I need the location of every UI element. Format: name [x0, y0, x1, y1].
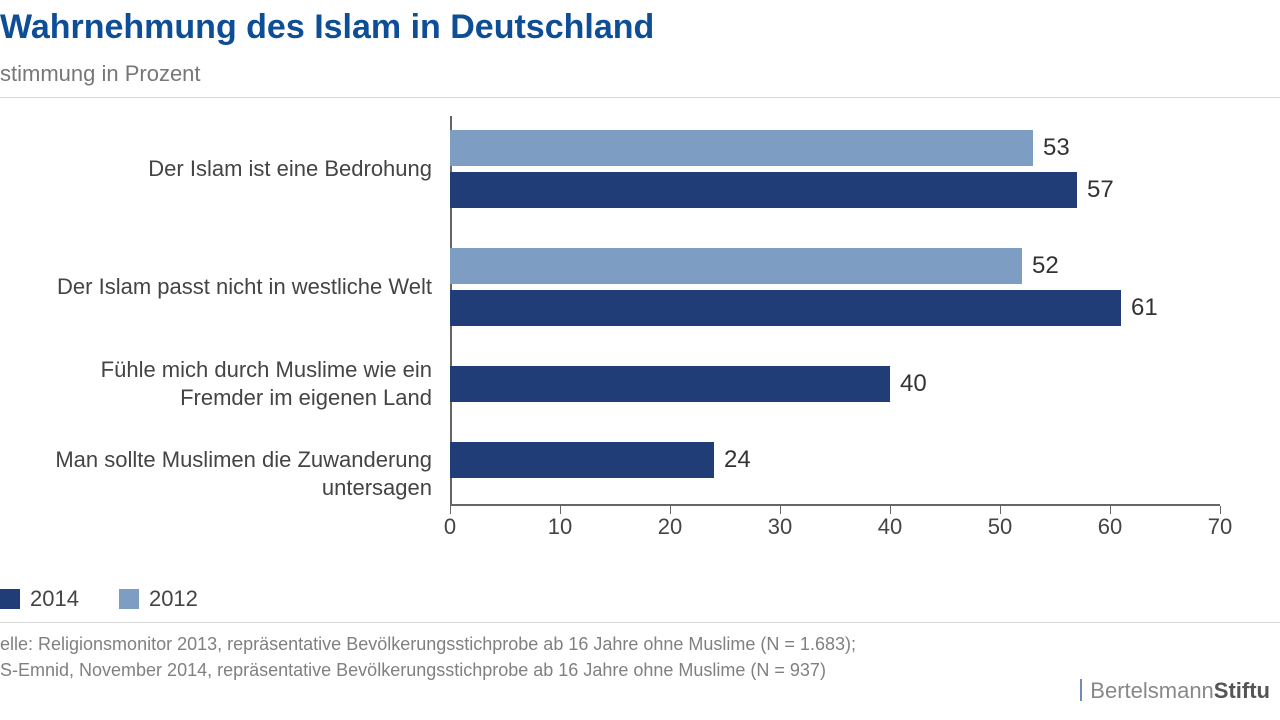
legend-swatch — [119, 589, 139, 609]
bar-value-label: 57 — [1087, 176, 1114, 204]
bar-row: 57 — [450, 172, 1220, 208]
bar-value-label: 52 — [1032, 252, 1059, 280]
bar — [450, 130, 1033, 166]
plot-area: 010203040506070Der Islam ist eine Bedroh… — [450, 116, 1220, 506]
chart-title: Wahrnehmung des Islam in Deutschland — [0, 0, 1280, 61]
bar — [450, 172, 1077, 208]
legend-label: 2014 — [30, 586, 79, 612]
bar — [450, 290, 1121, 326]
x-tick-mark — [560, 506, 561, 514]
bar-chart: 0 10 20 30 40 50 60 70 Der Islam ist eine Bedroh… — [0, 116, 1240, 556]
bar-row: 53 — [450, 130, 1220, 166]
category-label: Man sollte Muslimen die Zuwanderung unte… — [0, 446, 432, 501]
bar-value-label: 53 — [1043, 134, 1070, 162]
x-tick-label: 50 — [988, 514, 1012, 540]
bar — [450, 248, 1022, 284]
x-tick-label: 20 — [658, 514, 682, 540]
bar-row: 52 — [450, 248, 1220, 284]
x-tick-label: 30 — [768, 514, 792, 540]
brand-attribution: BertelsmannStiftu — [1080, 678, 1270, 704]
bar-row: 40 — [450, 366, 1220, 402]
source-footer: elle: Religionsmonitor 2013, repräsentat… — [0, 623, 1280, 683]
bar-row: 61 — [450, 290, 1220, 326]
x-axis — [450, 504, 1220, 506]
x-tick-mark — [1110, 506, 1111, 514]
bar-value-label: 40 — [900, 370, 927, 398]
x-tick-label: 60 — [1098, 514, 1122, 540]
legend-swatch — [0, 589, 20, 609]
x-tick-mark — [670, 506, 671, 514]
x-tick-mark — [1220, 506, 1221, 514]
bar-value-label: 61 — [1131, 294, 1158, 322]
x-tick-mark — [780, 506, 781, 514]
x-tick-label: 0 — [444, 514, 456, 540]
category-label: Der Islam ist eine Bedrohung — [0, 155, 432, 183]
x-tick-mark — [890, 506, 891, 514]
x-tick-mark — [450, 506, 451, 514]
x-tick-mark — [1000, 506, 1001, 514]
chart-subtitle: stimmung in Prozent — [0, 61, 1280, 97]
source-line-1: elle: Religionsmonitor 2013, repräsentat… — [0, 631, 1280, 657]
legend-item: 2014 — [0, 586, 79, 612]
x-tick-label: 40 — [878, 514, 902, 540]
bar — [450, 366, 890, 402]
category-label: Der Islam passt nicht in westliche Welt — [0, 273, 432, 301]
x-tick-label: 10 — [548, 514, 572, 540]
bar — [450, 442, 714, 478]
legend-label: 2012 — [149, 586, 198, 612]
legend: 2014 2012 — [0, 556, 1280, 622]
bar-row: 24 — [450, 442, 1220, 478]
category-label: Fühle mich durch Muslime wie einFremder … — [0, 356, 432, 411]
x-tick-label: 70 — [1208, 514, 1232, 540]
bar-value-label: 24 — [724, 446, 751, 474]
legend-item: 2012 — [119, 586, 198, 612]
chart-area: 0 10 20 30 40 50 60 70 Der Islam ist eine Bedroh… — [0, 98, 1280, 556]
